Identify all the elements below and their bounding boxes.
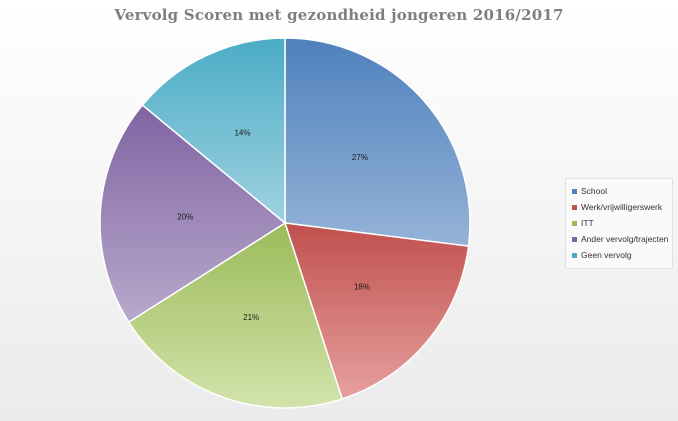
legend-swatch [572, 220, 577, 226]
pie-slice-geen-vervolg [141, 37, 286, 225]
legend-item: Geen vervolg [572, 247, 668, 263]
data-label-0: 27% [352, 153, 368, 162]
legend-label: Ander vervolg/trajecten [581, 234, 669, 244]
legend-swatch [572, 252, 577, 258]
legend-item: School [572, 183, 668, 199]
data-label-1: 18% [354, 283, 370, 292]
legend-swatch [572, 188, 577, 194]
legend-label: Geen vervolg [581, 250, 632, 260]
legend-label: ITT [581, 218, 594, 228]
pie-slice-ander-vervolg-trajecten [99, 104, 287, 324]
data-label-2: 21% [243, 313, 259, 322]
pie-slice-school [284, 37, 471, 248]
legend-swatch [572, 204, 577, 210]
chart-title: Vervolg Scoren met gezondheid jongeren 2… [114, 6, 564, 24]
legend: School Werk/vrijwilligerswerk ITT Ander ver… [565, 178, 673, 269]
pie-slice-itt [127, 221, 344, 409]
pie-slice-werk-vrijwilligerswerk [283, 222, 470, 400]
legend-label: School [581, 186, 607, 196]
legend-item: Ander vervolg/trajecten [572, 231, 668, 247]
data-label-4: 14% [234, 129, 250, 138]
legend-label: Werk/vrijwilligerswerk [581, 202, 663, 212]
data-label-3: 20% [177, 213, 193, 222]
legend-item: Werk/vrijwilligerswerk [572, 199, 668, 215]
legend-swatch [572, 236, 577, 242]
legend-item: ITT [572, 215, 668, 231]
